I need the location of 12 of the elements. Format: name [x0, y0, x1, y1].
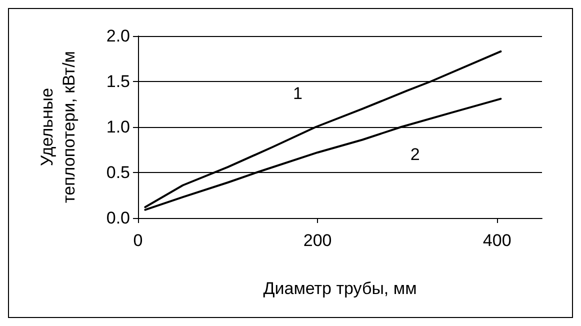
y-tick-label: 2.0 — [106, 26, 130, 46]
x-tick-label: 400 — [482, 231, 512, 250]
series-label: 2 — [410, 145, 420, 164]
y-tick-label: 1.5 — [106, 72, 130, 91]
x-tick-label: 0 — [133, 231, 143, 250]
y-tick-label: 1.0 — [106, 118, 130, 136]
y-tick-label: 0.0 — [106, 208, 130, 228]
x-axis-title: Диаметр трубы, мм — [263, 279, 417, 298]
series-label: 1 — [293, 84, 302, 103]
x-tick-label: 200 — [303, 231, 332, 250]
y-axis-title: Удельные теплопотери, кВт/м — [38, 51, 78, 203]
y-tick-label: 0.5 — [106, 163, 130, 182]
